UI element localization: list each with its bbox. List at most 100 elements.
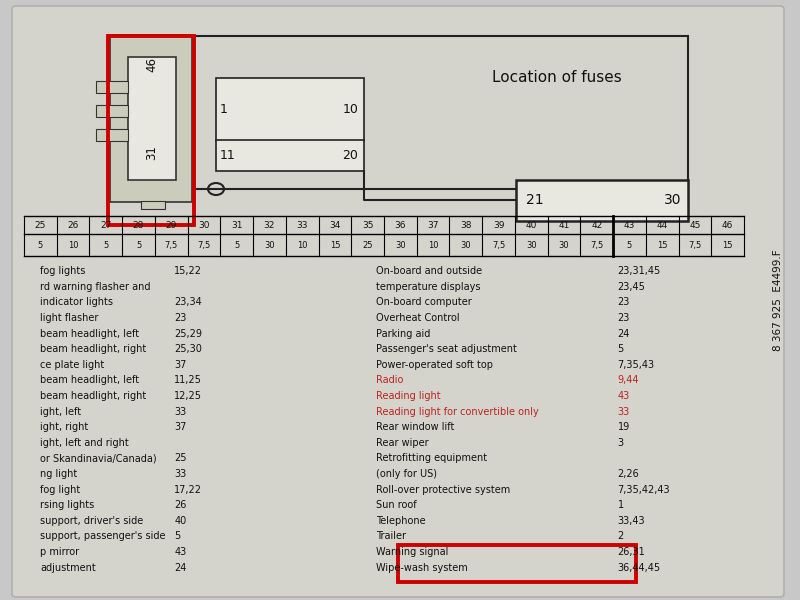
Text: 17,22: 17,22 (174, 485, 202, 494)
Text: 15: 15 (657, 241, 667, 250)
Text: 12,25: 12,25 (174, 391, 202, 401)
Text: Power-operated soft top: Power-operated soft top (376, 360, 493, 370)
Text: 25: 25 (34, 220, 46, 229)
Text: 10: 10 (68, 241, 78, 250)
Text: 40: 40 (526, 220, 537, 229)
Text: 5: 5 (38, 241, 43, 250)
Text: 37: 37 (427, 220, 439, 229)
Text: ight, left and right: ight, left and right (40, 438, 129, 448)
Text: 11,25: 11,25 (174, 376, 202, 385)
Text: Parking aid: Parking aid (376, 329, 430, 338)
Text: 5: 5 (618, 344, 624, 354)
Text: 27: 27 (100, 220, 111, 229)
Text: 45: 45 (690, 220, 701, 229)
Text: 46: 46 (146, 57, 158, 72)
Text: indicator lights: indicator lights (40, 298, 113, 307)
Text: 33: 33 (618, 407, 630, 416)
Text: 31: 31 (146, 146, 158, 160)
Text: or Skandinavia/Canada): or Skandinavia/Canada) (40, 454, 157, 463)
Text: 10: 10 (297, 241, 307, 250)
Bar (398, 545, 636, 582)
Text: 33: 33 (174, 469, 186, 479)
Text: Roll-over protective system: Roll-over protective system (376, 485, 510, 494)
Bar (216, 78, 364, 141)
Text: 30: 30 (664, 193, 682, 208)
Text: 36,44,45: 36,44,45 (618, 563, 661, 572)
Text: Reading light for convertible only: Reading light for convertible only (376, 407, 538, 416)
Text: 26: 26 (67, 220, 78, 229)
Text: 37: 37 (174, 360, 186, 370)
Text: 23,45: 23,45 (618, 282, 646, 292)
Bar (96, 129, 128, 141)
Text: Overheat Control: Overheat Control (376, 313, 460, 323)
Text: 30: 30 (264, 241, 274, 250)
Bar (516, 180, 688, 221)
Text: 7,5: 7,5 (165, 241, 178, 250)
Text: 20: 20 (342, 149, 358, 162)
Text: Radio: Radio (376, 376, 403, 385)
Text: 30: 30 (461, 241, 471, 250)
Text: ce plate light: ce plate light (40, 360, 104, 370)
Text: 24: 24 (618, 329, 630, 338)
Text: 1: 1 (220, 103, 228, 116)
Text: 36: 36 (394, 220, 406, 229)
Text: 30: 30 (198, 220, 210, 229)
Text: beam headlight, left: beam headlight, left (40, 329, 139, 338)
Text: Sun roof: Sun roof (376, 500, 417, 510)
Text: support, driver's side: support, driver's side (40, 516, 143, 526)
Text: 10: 10 (342, 103, 358, 116)
Bar (160, 36, 688, 189)
Text: 39: 39 (493, 220, 504, 229)
Text: Rear wiper: Rear wiper (376, 438, 429, 448)
Text: 31: 31 (231, 220, 242, 229)
Text: 5: 5 (103, 241, 109, 250)
Text: 2,26: 2,26 (618, 469, 639, 479)
Text: 23: 23 (618, 313, 630, 323)
Text: 38: 38 (460, 220, 471, 229)
Text: 46: 46 (722, 220, 734, 229)
Bar (108, 36, 194, 225)
Text: 9,44: 9,44 (618, 376, 639, 385)
Text: 37: 37 (174, 422, 186, 432)
Text: beam headlight, right: beam headlight, right (40, 391, 146, 401)
Text: 33: 33 (297, 220, 308, 229)
Text: 7,5: 7,5 (688, 241, 702, 250)
Text: Warning signal: Warning signal (376, 547, 448, 557)
Text: ight, right: ight, right (40, 422, 88, 432)
Text: 23,31,45: 23,31,45 (618, 266, 661, 276)
Text: 32: 32 (264, 220, 275, 229)
Text: 7,35,42,43: 7,35,42,43 (618, 485, 670, 494)
Bar (141, 201, 165, 209)
Text: 7,5: 7,5 (590, 241, 603, 250)
Text: 3: 3 (618, 438, 624, 448)
Text: fog light: fog light (40, 485, 80, 494)
Text: 33: 33 (174, 407, 186, 416)
Text: 15: 15 (722, 241, 733, 250)
Text: 15: 15 (330, 241, 340, 250)
Text: 25: 25 (174, 454, 187, 463)
Text: 30: 30 (526, 241, 537, 250)
Text: Reading light: Reading light (376, 391, 441, 401)
Text: rd warning flasher and: rd warning flasher and (40, 282, 150, 292)
Text: 23: 23 (174, 313, 186, 323)
Text: 26: 26 (174, 500, 186, 510)
Text: Wipe-wash system: Wipe-wash system (376, 563, 468, 572)
Text: 19: 19 (618, 422, 630, 432)
Text: 5: 5 (234, 241, 239, 250)
Text: 25: 25 (362, 241, 373, 250)
Text: 43: 43 (174, 547, 186, 557)
Text: (only for US): (only for US) (376, 469, 437, 479)
Text: beam headlight, right: beam headlight, right (40, 344, 146, 354)
Text: 2: 2 (618, 532, 624, 541)
Text: Location of fuses: Location of fuses (492, 70, 622, 85)
Text: 30: 30 (558, 241, 570, 250)
Text: 11: 11 (220, 149, 236, 162)
Bar (96, 81, 128, 93)
Text: fog lights: fog lights (40, 266, 86, 276)
Text: 40: 40 (174, 516, 186, 526)
Text: 25,29: 25,29 (174, 329, 202, 338)
Text: Rear window lift: Rear window lift (376, 422, 454, 432)
Text: 5: 5 (174, 532, 181, 541)
Text: 23: 23 (618, 298, 630, 307)
Text: light flasher: light flasher (40, 313, 98, 323)
